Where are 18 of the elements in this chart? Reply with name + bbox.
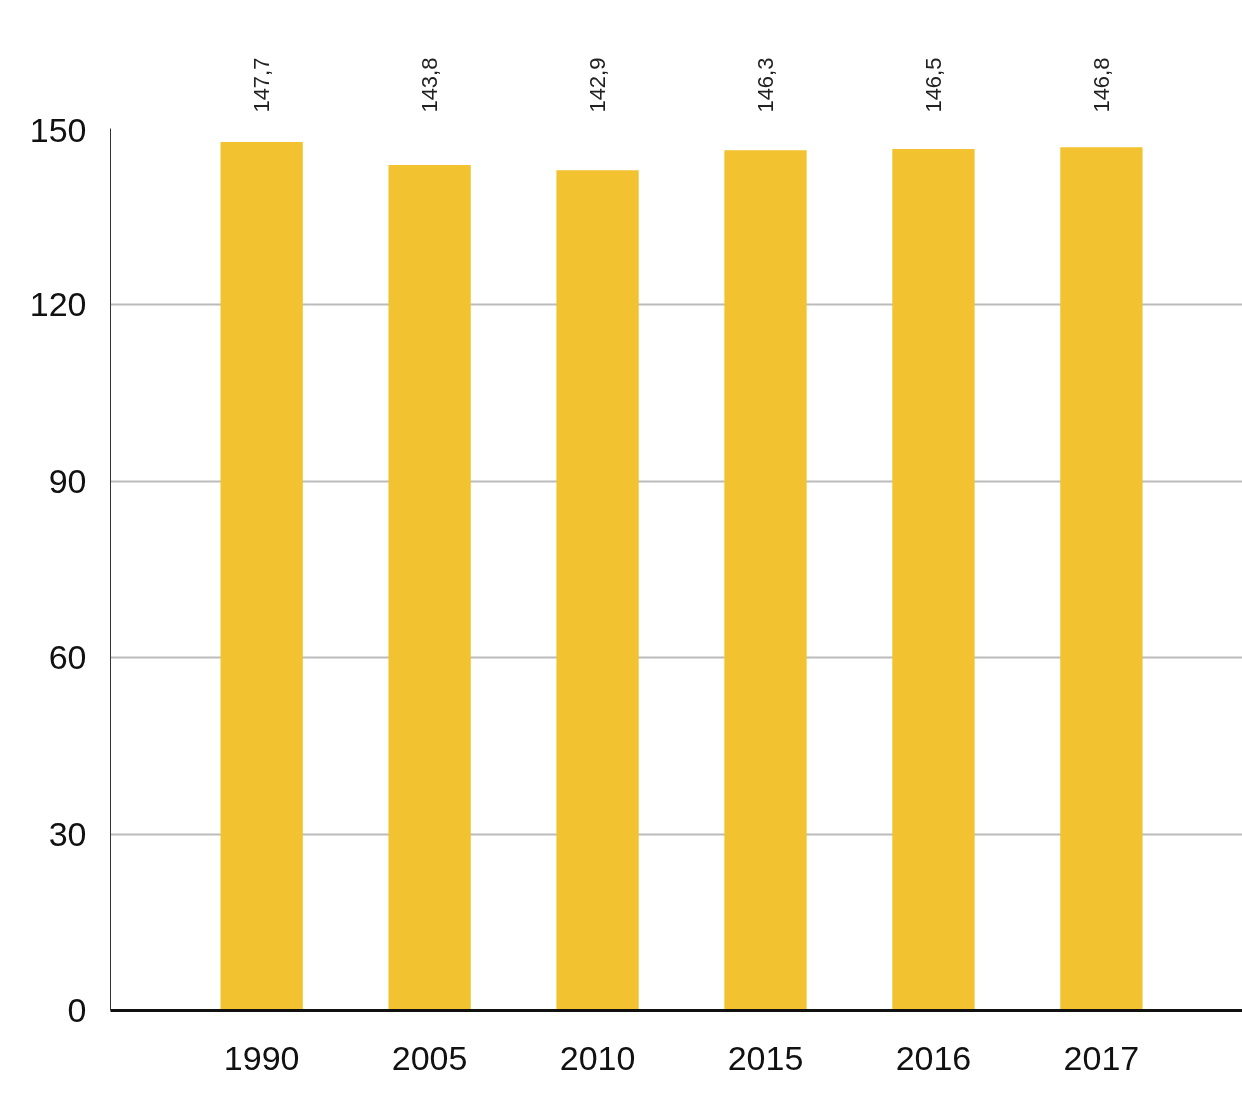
data-label: 146,5	[920, 57, 946, 113]
x-tick-label: 2017	[1063, 1038, 1140, 1077]
x-tick-label: 2015	[727, 1038, 804, 1077]
data-label: 147,7	[249, 57, 275, 113]
x-tick-label: 1990	[223, 1038, 300, 1077]
x-tick-label: 2016	[895, 1038, 972, 1077]
data-label: 142,9	[585, 57, 611, 113]
y-tick-label: 60	[48, 638, 87, 677]
y-tick-label: 120	[29, 285, 87, 324]
y-tick-label: 0	[67, 991, 87, 1029]
data-label: 143,8	[417, 57, 443, 113]
x-tick-label: 2005	[391, 1038, 468, 1077]
data-label: 146,3	[753, 57, 779, 113]
data-label: 146,8	[1088, 57, 1114, 113]
y-tick-label: 30	[48, 814, 87, 853]
y-tick-label: 150	[29, 110, 87, 149]
x-tick-label: 2010	[559, 1038, 636, 1077]
y-tick-label: 90	[48, 461, 87, 500]
